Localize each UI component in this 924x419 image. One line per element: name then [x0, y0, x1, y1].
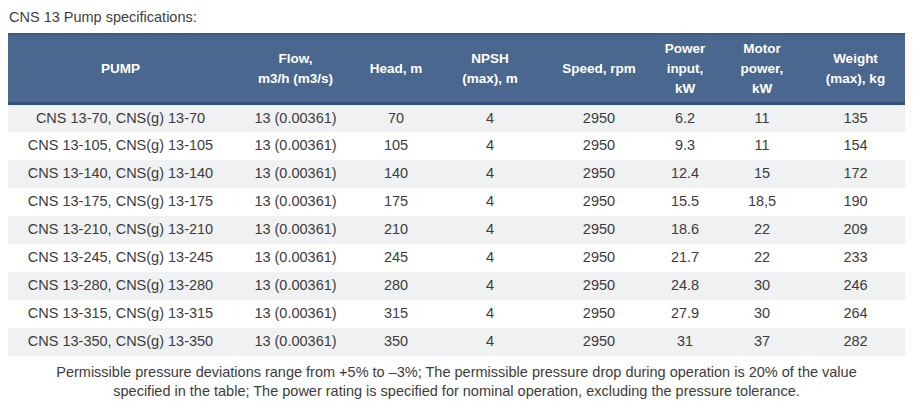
table-cell: 190 — [806, 188, 905, 216]
table-row: CNS 13-315, CNS(g) 13-31513 (0.00361)315… — [8, 300, 905, 328]
table-row: CNS 13-105, CNS(g) 13-10513 (0.00361)105… — [8, 132, 905, 160]
table-cell: 264 — [806, 300, 905, 328]
table-cell: 245 — [358, 244, 434, 272]
column-header: PUMP — [8, 34, 233, 104]
table-cell: 12.4 — [652, 160, 718, 188]
table-cell: 4 — [434, 272, 546, 300]
column-header: Power input, kW — [652, 34, 718, 104]
table-cell: 15.5 — [652, 188, 718, 216]
table-cell: CNS 13-315, CNS(g) 13-315 — [8, 300, 233, 328]
table-row: CNS 13-210, CNS(g) 13-21013 (0.00361)210… — [8, 216, 905, 244]
table-cell: 280 — [358, 272, 434, 300]
table-cell: 13 (0.00361) — [233, 328, 358, 356]
column-header: NPSH (max), m — [434, 34, 546, 104]
table-row: CNS 13-175, CNS(g) 13-17513 (0.00361)175… — [8, 188, 905, 216]
table-cell: 15 — [718, 160, 806, 188]
table-cell: 2950 — [546, 188, 652, 216]
table-cell: 172 — [806, 160, 905, 188]
table-cell: 4 — [434, 300, 546, 328]
table-cell: 31 — [652, 328, 718, 356]
table-cell: 2950 — [546, 244, 652, 272]
table-row: CNS 13-280, CNS(g) 13-28013 (0.00361)280… — [8, 272, 905, 300]
table-cell: 13 (0.00361) — [233, 188, 358, 216]
table-cell: 315 — [358, 300, 434, 328]
table-cell: 70 — [358, 104, 434, 132]
table-cell: 22 — [718, 244, 806, 272]
header-row: PUMPFlow, m3/h (m3/s)Head, mNPSH (max), … — [8, 34, 905, 104]
table-cell: 246 — [806, 272, 905, 300]
table-cell: 18.6 — [652, 216, 718, 244]
table-cell: 2950 — [546, 132, 652, 160]
table-cell: 13 (0.00361) — [233, 244, 358, 272]
table-cell: 4 — [434, 104, 546, 132]
column-header: Weight (max), kg — [806, 34, 905, 104]
table-cell: 11 — [718, 104, 806, 132]
table-cell: CNS 13-105, CNS(g) 13-105 — [8, 132, 233, 160]
table-cell: CNS 13-175, CNS(g) 13-175 — [8, 188, 233, 216]
table-cell: 209 — [806, 216, 905, 244]
table-cell: CNS 13-140, CNS(g) 13-140 — [8, 160, 233, 188]
table-cell: 24.8 — [652, 272, 718, 300]
table-row: CNS 13-245, CNS(g) 13-24513 (0.00361)245… — [8, 244, 905, 272]
table-cell: 210 — [358, 216, 434, 244]
table-cell: 21.7 — [652, 244, 718, 272]
column-header: Flow, m3/h (m3/s) — [233, 34, 358, 104]
table-cell: 13 (0.00361) — [233, 216, 358, 244]
table-cell: 2950 — [546, 272, 652, 300]
footnote: Permissible pressure deviations range fr… — [8, 363, 905, 401]
table-cell: 13 (0.00361) — [233, 272, 358, 300]
table-cell: CNS 13-210, CNS(g) 13-210 — [8, 216, 233, 244]
table-cell: 2950 — [546, 216, 652, 244]
column-header: Head, m — [358, 34, 434, 104]
table-cell: 140 — [358, 160, 434, 188]
footnote-line-2: specified in the table; The power rating… — [8, 382, 905, 401]
table-cell: 135 — [806, 104, 905, 132]
table-cell: 4 — [434, 132, 546, 160]
page-title: CNS 13 Pump specifications: — [9, 10, 905, 26]
table-cell: 4 — [434, 328, 546, 356]
column-header: Motor power, kW — [718, 34, 806, 104]
table-cell: 37 — [718, 328, 806, 356]
table-cell: 2950 — [546, 300, 652, 328]
footnote-line-1: Permissible pressure deviations range fr… — [8, 363, 905, 382]
column-header: Speed, rpm — [546, 34, 652, 104]
table-cell: 4 — [434, 160, 546, 188]
page: CNS 13 Pump specifications: PUMPFlow, m3… — [0, 0, 924, 419]
table-cell: 9.3 — [652, 132, 718, 160]
table-cell: 6.2 — [652, 104, 718, 132]
table-cell: 11 — [718, 132, 806, 160]
table-cell: 22 — [718, 216, 806, 244]
table-header: PUMPFlow, m3/h (m3/s)Head, mNPSH (max), … — [8, 34, 905, 104]
table-cell: 350 — [358, 328, 434, 356]
table-cell: 2950 — [546, 160, 652, 188]
table-cell: CNS 13-280, CNS(g) 13-280 — [8, 272, 233, 300]
table-cell: CNS 13-350, CNS(g) 13-350 — [8, 328, 233, 356]
table-cell: 175 — [358, 188, 434, 216]
table-cell: 2950 — [546, 328, 652, 356]
table-cell: 4 — [434, 216, 546, 244]
table-row: CNS 13-70, CNS(g) 13-7013 (0.00361)70429… — [8, 104, 905, 132]
table-cell: 4 — [434, 244, 546, 272]
table-cell: 30 — [718, 272, 806, 300]
table-cell: 233 — [806, 244, 905, 272]
table-body: CNS 13-70, CNS(g) 13-7013 (0.00361)70429… — [8, 104, 905, 356]
table-row: CNS 13-140, CNS(g) 13-14013 (0.00361)140… — [8, 160, 905, 188]
table-cell: CNS 13-70, CNS(g) 13-70 — [8, 104, 233, 132]
table-cell: 13 (0.00361) — [233, 104, 358, 132]
table-cell: 105 — [358, 132, 434, 160]
pump-spec-table: PUMPFlow, m3/h (m3/s)Head, mNPSH (max), … — [8, 33, 905, 356]
table-row: CNS 13-350, CNS(g) 13-35013 (0.00361)350… — [8, 328, 905, 356]
table-cell: 18,5 — [718, 188, 806, 216]
table-cell: 13 (0.00361) — [233, 300, 358, 328]
table-cell: 27.9 — [652, 300, 718, 328]
table-cell: 13 (0.00361) — [233, 132, 358, 160]
table-cell: 13 (0.00361) — [233, 160, 358, 188]
table-cell: 154 — [806, 132, 905, 160]
table-cell: 2950 — [546, 104, 652, 132]
table-cell: 30 — [718, 300, 806, 328]
table-cell: 282 — [806, 328, 905, 356]
table-cell: CNS 13-245, CNS(g) 13-245 — [8, 244, 233, 272]
table-cell: 4 — [434, 188, 546, 216]
